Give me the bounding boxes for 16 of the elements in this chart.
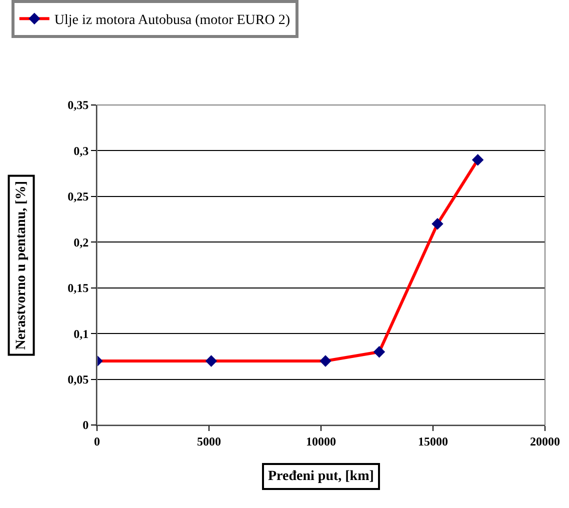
y-tick-label: 0,1 [74, 326, 89, 341]
y-tick-label: 0,35 [68, 98, 89, 112]
x-tick-label: 15000 [418, 434, 448, 448]
x-tick-label: 0 [94, 434, 100, 448]
y-axis-title: Nerastvorno u pentanu, [%] [14, 181, 29, 350]
y-tick-label: 0,25 [68, 190, 89, 204]
legend-label: Ulje iz motora Autobusa (motor EURO 2) [54, 13, 290, 28]
y-tick-label: 0,3 [74, 144, 89, 158]
x-tick-label: 10000 [306, 434, 336, 448]
x-tick-label: 5000 [197, 434, 221, 448]
y-tick-label: 0,15 [68, 281, 89, 296]
x-axis-title: Pređeni put, [km] [268, 469, 374, 484]
y-tick-label: 0 [82, 418, 89, 432]
y-tick-label: 0,05 [68, 372, 89, 386]
x-tick-label: 20000 [530, 434, 560, 448]
y-tick-label: 0,2 [74, 235, 89, 250]
